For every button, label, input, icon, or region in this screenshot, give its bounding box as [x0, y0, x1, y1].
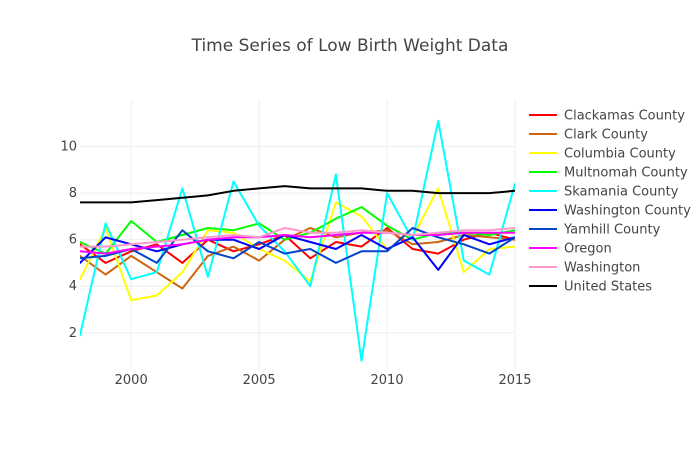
x-tick-label: 2015 [498, 373, 531, 388]
series-line [80, 227, 515, 290]
x-tick-label: 2010 [371, 373, 404, 388]
series-line [80, 231, 515, 255]
y-axis-ticks: 2 4 6 8 10 [60, 140, 77, 341]
series-lines [80, 119, 515, 362]
legend-item[interactable]: Washington [529, 261, 640, 276]
legend-item[interactable]: Skamania County [529, 185, 679, 200]
legend-item[interactable]: Columbia County [529, 147, 676, 162]
legend-item[interactable]: Multnomah County [529, 166, 688, 181]
legend-label: Columbia County [564, 147, 676, 162]
grid [80, 100, 516, 370]
legend-label: Washington County [564, 204, 691, 219]
legend-label: Oregon [564, 242, 612, 257]
chart-title: Time Series of Low Birth Weight Data [191, 36, 509, 56]
x-axis-ticks: 2000 2005 2010 2015 [115, 373, 532, 388]
series-line [80, 227, 515, 264]
series-line [80, 234, 515, 271]
y-tick-label: 10 [60, 140, 77, 155]
legend-label: Clark County [564, 128, 648, 143]
y-tick-label: 8 [69, 186, 77, 201]
legend-label: Yamhill County [563, 223, 661, 238]
legend-label: Skamania County [564, 185, 679, 200]
legend[interactable]: Clackamas County Clark County Columbia Cou… [529, 109, 691, 295]
series-line [80, 227, 515, 248]
y-tick-label: 6 [69, 233, 77, 248]
legend-item[interactable]: Washington County [529, 204, 691, 219]
legend-label: Multnomah County [564, 166, 688, 181]
legend-item[interactable]: United States [529, 280, 652, 295]
x-tick-label: 2000 [115, 373, 148, 388]
legend-item[interactable]: Clackamas County [529, 109, 685, 124]
legend-item[interactable]: Yamhill County [529, 223, 661, 238]
x-tick-label: 2005 [243, 373, 276, 388]
series-line [80, 185, 515, 204]
legend-item[interactable]: Clark County [529, 128, 648, 143]
series-line [80, 119, 515, 362]
legend-item[interactable]: Oregon [529, 242, 612, 257]
legend-label: Washington [564, 261, 640, 276]
legend-label: Clackamas County [564, 109, 685, 124]
series-line [80, 187, 515, 302]
y-tick-label: 4 [69, 279, 77, 294]
y-tick-label: 2 [69, 326, 77, 341]
plot-area [80, 119, 515, 362]
series-line [80, 227, 515, 264]
legend-label: United States [564, 280, 652, 295]
